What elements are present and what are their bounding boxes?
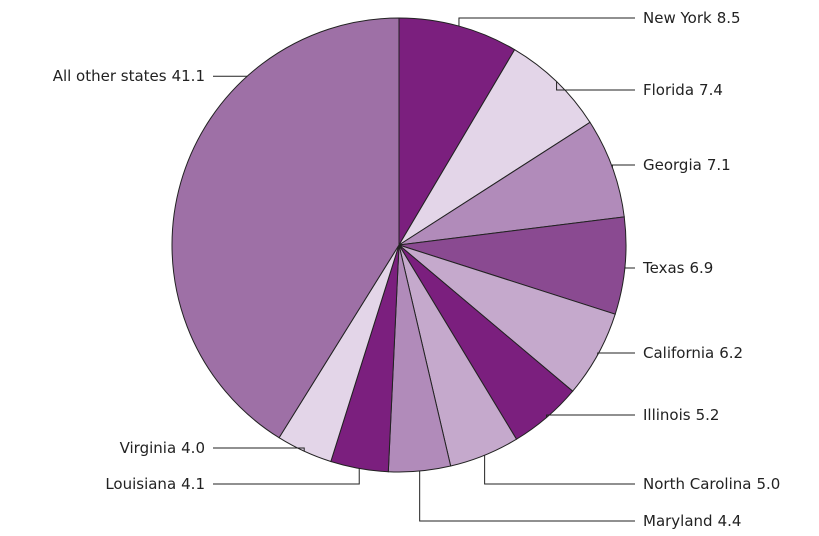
category-label: Virginia (120, 439, 177, 457)
value-label: 5.0 (756, 475, 780, 493)
leader-line (611, 164, 635, 168)
leader-line (419, 471, 635, 522)
slice-label: Illinois 5.2 (643, 406, 719, 424)
value-label: 7.1 (707, 156, 731, 174)
leader-line (213, 447, 305, 452)
slice-label: Virginia 4.0 (120, 439, 205, 457)
leader-line (556, 81, 635, 91)
value-label: 4.4 (718, 512, 742, 530)
value-label: 5.2 (696, 406, 720, 424)
value-label: 6.2 (719, 344, 743, 362)
value-label: 4.1 (181, 475, 205, 493)
category-label: New York (643, 9, 712, 27)
slice-label: North Carolina 5.0 (643, 475, 780, 493)
category-label: California (643, 344, 714, 362)
slice-label: Louisiana 4.1 (105, 475, 205, 493)
slice-label: New York 8.5 (643, 9, 741, 27)
slice-label: California 6.2 (643, 344, 743, 362)
leader-line (546, 414, 635, 418)
leader-line (597, 352, 635, 355)
leader-line (458, 17, 635, 27)
slice-label: Georgia 7.1 (643, 156, 731, 174)
pie-slice (398, 121, 625, 246)
leader-line (624, 266, 635, 269)
slice-label: All other states 41.1 (53, 67, 205, 85)
slice-label: Maryland 4.4 (643, 512, 741, 530)
pie-slice (171, 17, 400, 439)
slice-label: Texas 6.9 (642, 259, 713, 277)
category-label: Georgia (643, 156, 702, 174)
value-label: 6.9 (689, 259, 713, 277)
category-label: Texas (642, 259, 685, 277)
leader-line (484, 455, 635, 485)
value-label: 41.1 (172, 67, 205, 85)
category-label: All other states (53, 67, 167, 85)
category-label: Florida (643, 81, 694, 99)
value-label: 7.4 (699, 81, 723, 99)
slice-label: Florida 7.4 (643, 81, 723, 99)
category-label: Illinois (643, 406, 691, 424)
category-label: North Carolina (643, 475, 751, 493)
category-label: Louisiana (105, 475, 176, 493)
leader-line (213, 468, 360, 485)
category-label: Maryland (643, 512, 713, 530)
value-label: 8.5 (717, 9, 741, 27)
value-label: 4.0 (181, 439, 205, 457)
